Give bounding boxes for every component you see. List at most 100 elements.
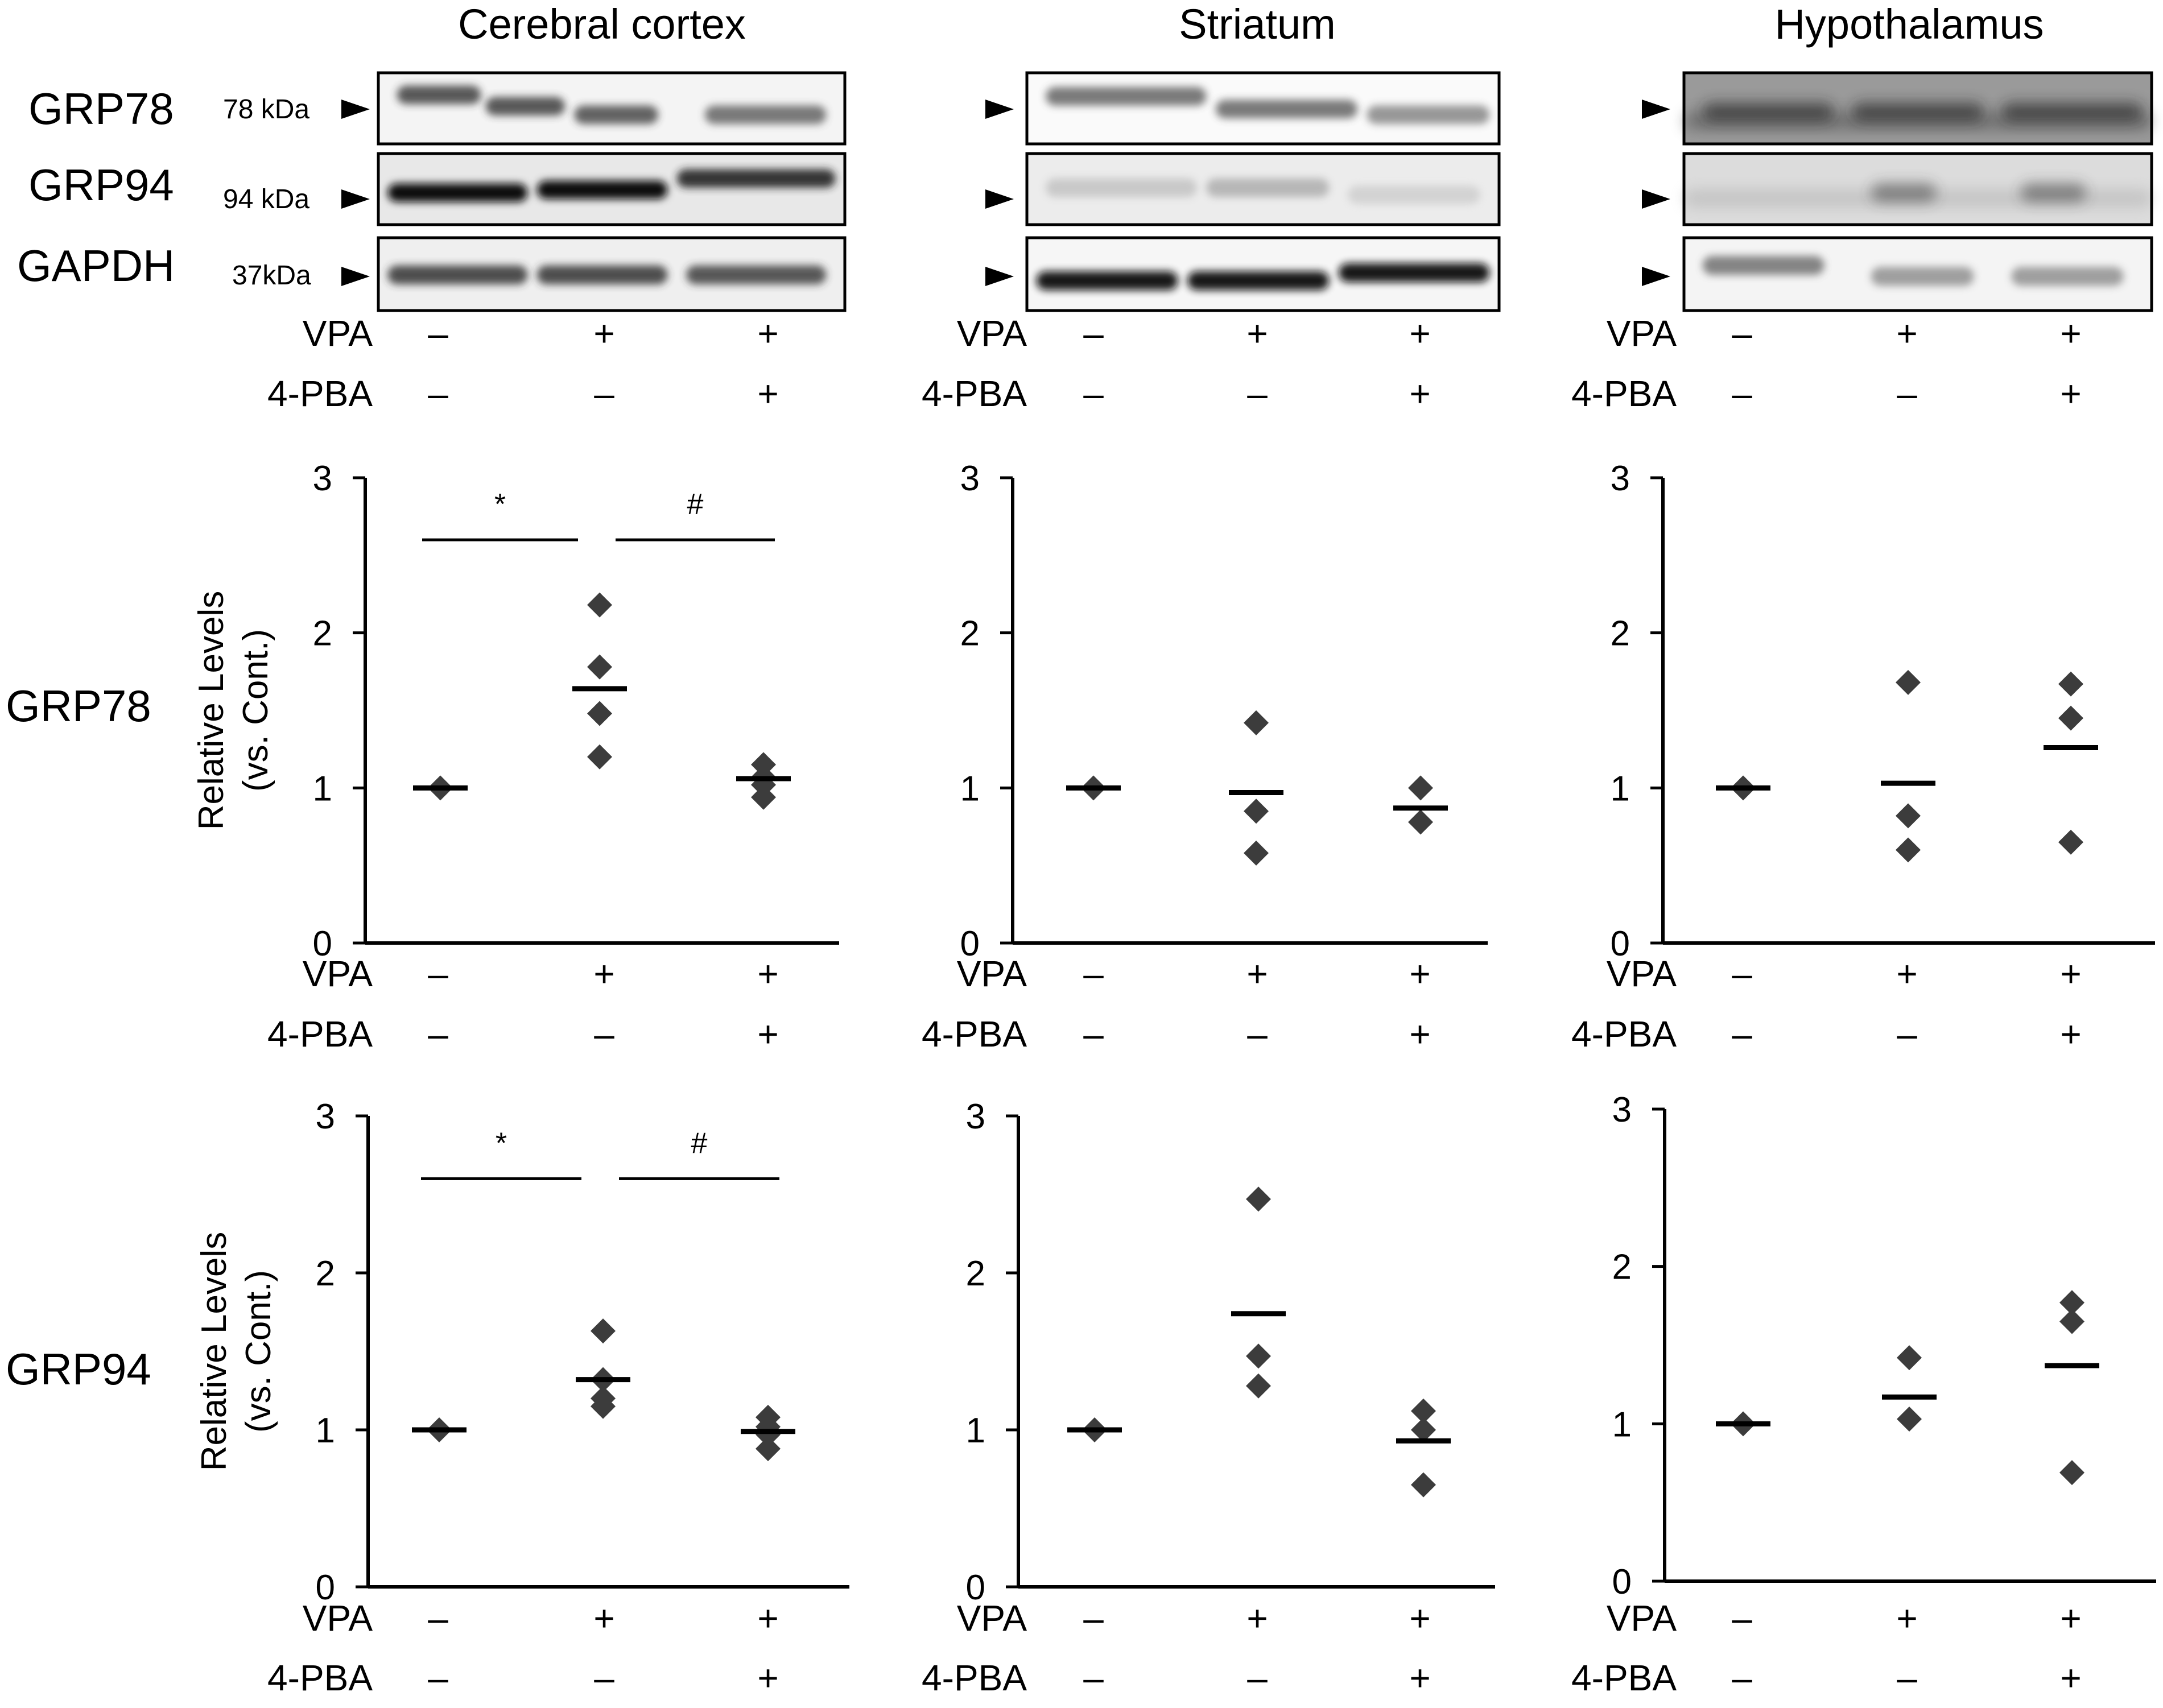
region-title: Striatum [1179, 1, 1336, 48]
pba-sign: – [594, 1014, 614, 1054]
y-tick-label: 0 [316, 1568, 335, 1607]
y-tick-label: 2 [1611, 614, 1630, 654]
vpa-sign: + [1409, 313, 1430, 354]
pba-sign: – [1247, 1014, 1268, 1054]
blot-band [676, 169, 836, 188]
pba-label: 4-PBA [267, 1014, 373, 1054]
blot-band [1187, 271, 1330, 291]
blot-frame [1025, 152, 1501, 226]
band-arrow-icon [985, 189, 1014, 209]
data-point [1244, 799, 1269, 824]
vpa-sign: – [1732, 953, 1752, 994]
blot-row-label: GRP78 [28, 84, 174, 134]
scatter-chart: 0 1 2 3 [966, 1097, 1495, 1607]
pba-label: 4-PBA [1571, 1657, 1677, 1698]
vpa-sign: – [428, 953, 448, 994]
band-arrow-icon [1642, 100, 1670, 119]
significance-marker: * [496, 1127, 507, 1160]
y-tick-label: 1 [316, 1411, 335, 1450]
vpa-sign: + [757, 313, 778, 354]
vpa-sign: – [1083, 953, 1104, 994]
blot-strip [341, 152, 847, 226]
region-title: Hypothalamus [1774, 1, 2044, 48]
blot-frame [1025, 71, 1501, 146]
blot-band [2001, 102, 2143, 121]
pba-sign: + [1409, 1657, 1430, 1698]
panel-row-label: GRP78 [6, 681, 151, 731]
data-point [2059, 1460, 2084, 1486]
pba-sign: – [1897, 373, 1917, 414]
pba-sign: – [1897, 1014, 1917, 1054]
vpa-label: VPA [303, 1598, 373, 1639]
blot-band [387, 265, 528, 284]
y-tick-label: 3 [313, 459, 332, 498]
pba-label: 4-PBA [267, 1657, 373, 1698]
y-axis-label: Relative Levels [195, 1232, 234, 1471]
region-title: Cerebral cortex [458, 1, 746, 48]
vpa-sign: + [1896, 953, 1917, 994]
pba-label: 4-PBA [922, 373, 1027, 414]
y-tick-label: 2 [966, 1254, 985, 1293]
pba-sign: – [1732, 373, 1752, 414]
pba-sign: – [1247, 1657, 1268, 1698]
data-point [1408, 775, 1433, 801]
pba-sign: + [2060, 1657, 2081, 1698]
vpa-label: VPA [1607, 313, 1677, 354]
data-point [1411, 1472, 1436, 1498]
data-point [1246, 1373, 1271, 1399]
pba-sign: – [1732, 1014, 1752, 1054]
blot-strip [985, 236, 1501, 312]
vpa-label: VPA [1607, 953, 1677, 994]
y-tick-label: 3 [966, 1097, 985, 1136]
pba-sign: + [757, 373, 778, 414]
vpa-sign: + [1409, 1598, 1430, 1639]
vpa-sign: – [1732, 1598, 1752, 1639]
pba-sign: + [757, 1014, 778, 1054]
data-point [591, 1318, 616, 1344]
vpa-sign: + [1896, 313, 1917, 354]
significance-marker: # [687, 488, 704, 521]
pba-label: 4-PBA [922, 1014, 1027, 1054]
blot-frame [1025, 236, 1501, 312]
data-point [1246, 1343, 1271, 1369]
vpa-label: VPA [303, 313, 373, 354]
y-tick-label: 2 [316, 1254, 335, 1293]
y-tick-label: 2 [1612, 1248, 1632, 1287]
data-point [756, 1422, 781, 1448]
band-arrow-icon [985, 267, 1014, 286]
blot-band [1871, 183, 1937, 202]
scatter-chart: 0 1 2 3 [1612, 1090, 2156, 1602]
vpa-sign: + [2060, 1598, 2081, 1639]
blot-band [1702, 102, 1834, 121]
blot-strip [1642, 71, 2153, 146]
significance-marker: # [691, 1127, 708, 1160]
blot-strip [1642, 152, 2153, 226]
blot-frame [1682, 236, 2153, 312]
pba-sign: – [1083, 1014, 1104, 1054]
y-axis-label-sub: (vs. Cont.) [239, 1270, 278, 1433]
vpa-sign: + [593, 953, 614, 994]
blot-row-label: GAPDH [17, 241, 175, 291]
blot-frame [1682, 71, 2153, 146]
blot-band [485, 97, 565, 115]
vpa-sign: + [1409, 953, 1430, 994]
vpa-sign: + [2060, 953, 2081, 994]
y-tick-label: 0 [313, 924, 332, 963]
mw-label: 78 kDa [223, 94, 309, 125]
vpa-sign: – [428, 313, 448, 354]
blot-frame [377, 71, 847, 146]
band-arrow-icon [341, 100, 370, 119]
data-point [756, 1436, 781, 1462]
y-tick-label: 0 [1611, 924, 1630, 963]
data-point [2059, 1309, 2084, 1334]
vpa-label: VPA [1607, 1598, 1677, 1639]
blot-band [536, 265, 668, 284]
blot-band [1216, 100, 1357, 118]
pba-sign: + [757, 1657, 778, 1698]
panel-row-label: GRP94 [6, 1344, 151, 1394]
vpa-sign: + [1246, 1598, 1268, 1639]
pba-label: 4-PBA [267, 373, 373, 414]
data-point [1897, 1407, 1922, 1432]
pba-sign: – [1247, 373, 1268, 414]
